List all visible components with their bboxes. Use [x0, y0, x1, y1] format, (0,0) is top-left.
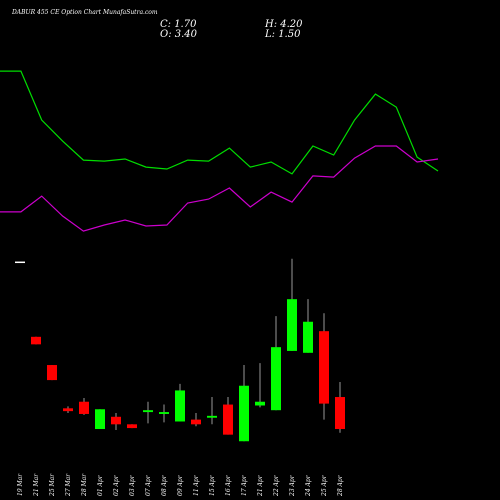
stat-close: C: 1.70 [160, 19, 197, 30]
x-tick-label: 02 Apr [113, 474, 120, 496]
x-tick-label: 01 Apr [97, 474, 104, 496]
x-tick-label: 17 Apr [241, 474, 248, 496]
candle-body [63, 408, 73, 412]
candle-body [303, 321, 313, 353]
x-tick-label: 21 Apr [257, 474, 264, 497]
stat-high: H: 4.20 [264, 19, 303, 30]
x-tick-label: 11 Apr [193, 474, 200, 496]
x-tick-label: 19 Mar [17, 473, 24, 496]
candle-body [223, 404, 233, 435]
candle-body [175, 390, 185, 422]
candle-body [255, 401, 265, 406]
x-tick-label: 25 Apr [321, 474, 328, 497]
candle-body [239, 385, 249, 442]
candle-body [79, 401, 89, 414]
x-tick-label: 28 Apr [337, 474, 344, 497]
candle-body [319, 331, 329, 404]
x-tick-label: 24 Apr [305, 474, 312, 497]
candle-body [287, 299, 297, 351]
candle-body [15, 261, 25, 264]
x-tick-label: 07 Apr [145, 474, 152, 496]
candle-body [207, 415, 217, 418]
x-tick-label: 09 Apr [177, 474, 184, 496]
candle-body [47, 365, 57, 381]
candle-body [159, 412, 169, 414]
x-tick-label: 08 Apr [161, 474, 168, 496]
x-tick-label: 16 Apr [225, 474, 232, 496]
candle-body [111, 416, 121, 425]
x-tick-label: 21 Mar [33, 473, 40, 497]
x-tick-label: 27 Mar [65, 473, 72, 497]
x-tick-label: 03 Apr [129, 474, 136, 496]
stat-open: O: 3.40 [160, 29, 198, 40]
candle-body [127, 424, 137, 429]
candle-body [95, 409, 105, 430]
chart-title: DABUR 455 CE Option Chart MunafaSutra.co… [11, 9, 158, 16]
candle-body [31, 336, 41, 345]
x-tick-label: 22 Apr [273, 474, 280, 497]
x-tick-label: 28 Mar [81, 473, 88, 497]
indicator-line [0, 70, 439, 175]
candle-body [335, 397, 345, 430]
indicator-line [0, 145, 439, 232]
candle-body [191, 419, 201, 425]
x-tick-label: 25 Mar [49, 473, 56, 497]
stat-low: L: 1.50 [264, 29, 301, 40]
candle-body [143, 410, 153, 413]
x-tick-label: 15 Apr [209, 474, 216, 496]
candle-body [271, 347, 281, 411]
x-tick-label: 23 Apr [289, 474, 296, 497]
